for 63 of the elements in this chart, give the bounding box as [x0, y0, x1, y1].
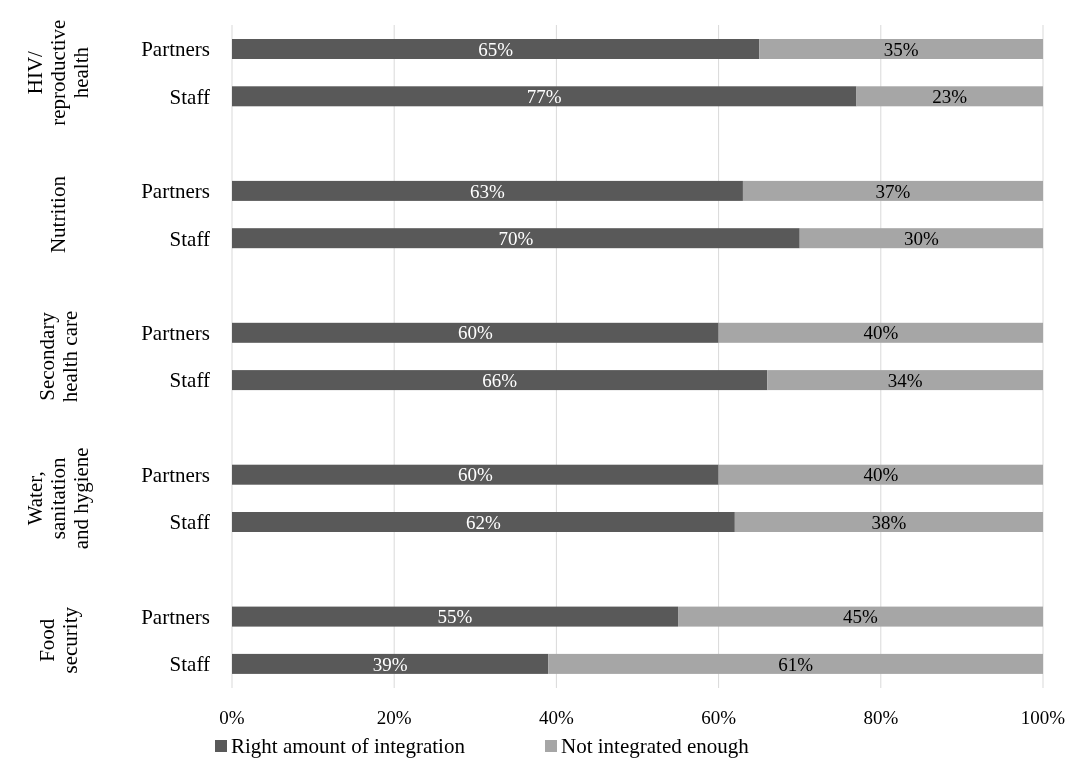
data-label: 60% — [457, 464, 493, 486]
bar — [232, 512, 735, 532]
x-tick-label: 60% — [701, 707, 737, 728]
bar — [767, 370, 1043, 391]
data-label: 40% — [863, 322, 899, 344]
y-tick-label: Partners — [141, 179, 210, 204]
data-label: 23% — [932, 85, 968, 107]
data-label: 61% — [778, 653, 814, 675]
data-label: 38% — [871, 511, 907, 533]
bar — [718, 322, 1043, 343]
y-tick-label: Staff — [169, 510, 210, 535]
data-label: 45% — [843, 606, 879, 628]
bar — [734, 512, 1043, 532]
data-label: 66% — [482, 369, 518, 391]
data-label: 77% — [526, 85, 562, 107]
bar — [799, 228, 1043, 249]
data-label: 34% — [887, 369, 923, 391]
y-tick-label: Staff — [169, 226, 210, 251]
data-label: 55% — [437, 606, 473, 628]
data-label: 63% — [470, 180, 506, 202]
data-label: 40% — [863, 464, 899, 486]
bar — [759, 39, 1043, 59]
bar — [232, 180, 743, 201]
bar — [678, 606, 1043, 627]
bar — [232, 39, 760, 59]
y-tick-label: Staff — [169, 652, 210, 677]
y-tick-label: Staff — [169, 84, 210, 109]
text: Food security — [34, 606, 82, 674]
bar — [232, 322, 719, 343]
data-label: 60% — [457, 322, 493, 344]
x-tick-label: 20% — [376, 707, 412, 728]
text: HIV/ reproductive health — [23, 19, 94, 126]
x-tick-label: 0% — [219, 707, 245, 728]
bar — [856, 86, 1043, 107]
y-tick-label: Staff — [169, 368, 210, 393]
bar — [232, 464, 719, 485]
text: Secondary health care — [34, 310, 82, 403]
x-tick-label: 40% — [538, 707, 574, 728]
data-label: 35% — [883, 38, 919, 60]
y-tick-label: Partners — [141, 463, 210, 488]
y-tick-label: Partners — [141, 37, 210, 62]
bar — [232, 370, 768, 391]
text: Water, sanitation and hygiene — [23, 447, 94, 550]
bar — [548, 653, 1043, 674]
data-label: 30% — [903, 227, 939, 249]
bar — [232, 86, 857, 107]
bar — [718, 464, 1043, 485]
y-tick-label: Partners — [141, 604, 210, 629]
text: Nutrition — [46, 175, 71, 254]
x-tick-label: 80% — [863, 707, 899, 728]
bar — [742, 180, 1043, 201]
bar — [232, 228, 800, 249]
data-label: 39% — [372, 653, 408, 675]
x-tick-label: 100% — [1020, 707, 1066, 728]
legend-label: Not integrated enough — [561, 734, 750, 759]
bar — [232, 653, 549, 674]
bar — [232, 606, 679, 627]
data-label: 65% — [478, 38, 514, 60]
data-label: 62% — [466, 511, 501, 533]
legend-label: Right amount of integration — [231, 734, 466, 759]
data-label: 70% — [498, 227, 534, 249]
data-label: 37% — [875, 180, 911, 202]
y-tick-label: Partners — [141, 321, 210, 346]
